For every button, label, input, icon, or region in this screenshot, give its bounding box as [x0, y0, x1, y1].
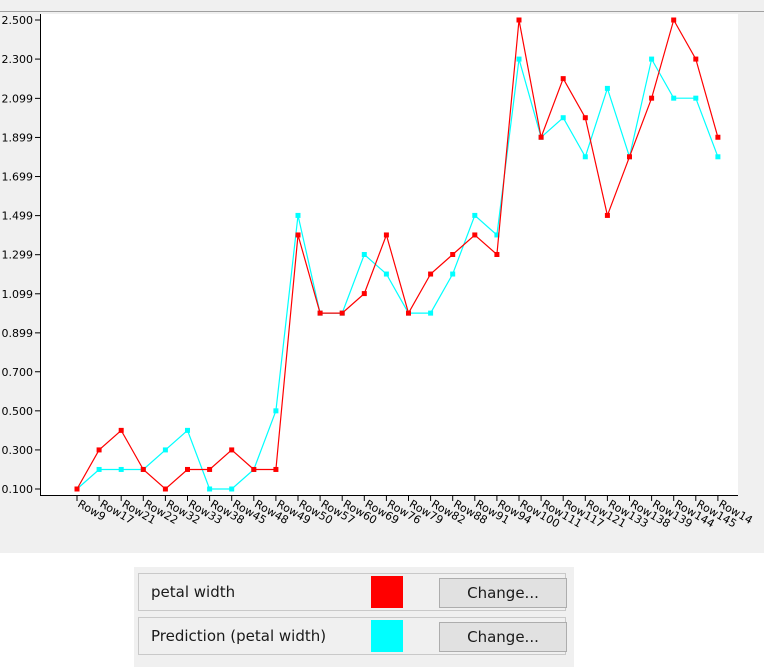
data-point-petal-width — [538, 134, 544, 140]
y-tick-label: 0.700 — [2, 366, 34, 379]
data-point-petal-width — [560, 76, 566, 82]
chart-panel: 0.100 0.300 0.500 0.700 0.899 1.099 1.299 1.499… — [0, 0, 764, 553]
x-axis-ticks: Row9Row17Row21Row22Row32Row33Row38Row45R… — [76, 496, 755, 531]
data-point-petal-width — [472, 232, 478, 238]
data-point-prediction — [273, 408, 279, 414]
legend-color-swatch[interactable] — [371, 620, 403, 652]
data-point-prediction — [472, 212, 478, 218]
data-point-petal-width — [317, 310, 323, 316]
data-point-prediction — [560, 115, 566, 121]
line-chart: 0.100 0.300 0.500 0.700 0.899 1.099 1.299 1.499… — [0, 11, 764, 531]
y-tick-label: 0.899 — [2, 327, 34, 340]
data-point-petal-width — [516, 17, 522, 23]
data-point-petal-width — [295, 232, 301, 238]
legend-item-petal-width: petal width Change... — [138, 573, 567, 611]
data-point-petal-width — [428, 271, 434, 277]
y-tick-label: 2.300 — [2, 53, 34, 66]
data-point-prediction — [582, 154, 588, 160]
data-point-petal-width — [450, 252, 456, 257]
y-tick-label: 1.899 — [2, 131, 34, 144]
data-point-petal-width — [162, 486, 168, 492]
legend-label: Prediction (petal width) — [151, 627, 327, 645]
data-point-petal-width — [693, 56, 699, 62]
y-tick-label: 1.299 — [2, 249, 34, 262]
data-point-prediction — [383, 271, 389, 277]
data-point-petal-width — [383, 232, 389, 238]
y-tick-label: 1.499 — [2, 210, 34, 223]
data-point-prediction — [118, 466, 124, 472]
change-color-button[interactable]: Change... — [439, 578, 567, 608]
data-point-petal-width — [339, 310, 345, 316]
legend-panel: petal width Change... Prediction (petal … — [134, 567, 574, 667]
legend-label: petal width — [151, 583, 236, 601]
change-color-button[interactable]: Change... — [439, 622, 567, 652]
y-axis-ticks: 0.100 0.300 0.500 0.700 0.899 1.099 1.299 1.499… — [2, 14, 40, 496]
data-point-petal-width — [361, 291, 367, 297]
data-point-petal-width — [207, 466, 213, 472]
plot-area — [40, 14, 738, 496]
data-point-petal-width — [671, 17, 677, 23]
data-point-petal-width — [96, 447, 102, 453]
series-layer — [74, 17, 721, 492]
data-point-petal-width — [74, 486, 80, 492]
data-point-prediction — [516, 56, 522, 62]
data-point-prediction — [450, 271, 456, 277]
data-point-petal-width — [251, 466, 257, 472]
data-point-prediction — [604, 85, 610, 91]
data-point-petal-width — [273, 466, 279, 472]
data-point-petal-width — [604, 212, 610, 218]
data-point-prediction — [494, 232, 500, 238]
y-tick-label: 2.500 — [2, 14, 34, 27]
data-point-petal-width — [494, 252, 500, 257]
data-point-prediction — [671, 95, 677, 101]
data-point-prediction — [185, 427, 190, 433]
y-tick-label: 2.099 — [2, 92, 34, 105]
data-point-petal-width — [649, 95, 655, 101]
y-tick-label: 0.300 — [2, 444, 34, 457]
series-line-prediction — [76, 57, 719, 490]
y-tick-label: 1.699 — [2, 171, 34, 184]
data-point-prediction — [207, 486, 213, 492]
legend-color-swatch[interactable] — [371, 576, 403, 608]
y-tick-label: 1.099 — [2, 288, 34, 301]
data-point-petal-width — [715, 134, 721, 140]
data-point-prediction — [715, 154, 721, 160]
data-point-prediction — [162, 447, 168, 453]
legend-item-prediction: Prediction (petal width) Change... — [138, 617, 567, 655]
y-tick-label: 0.500 — [2, 405, 34, 418]
data-point-petal-width — [118, 427, 124, 433]
data-point-petal-width — [229, 447, 235, 453]
data-point-prediction — [96, 466, 102, 472]
data-point-prediction — [229, 486, 235, 492]
data-point-prediction — [295, 212, 301, 218]
data-point-petal-width — [185, 466, 190, 472]
data-point-petal-width — [582, 115, 588, 121]
series-line-petal-width — [76, 18, 719, 490]
y-tick-label: 0.100 — [2, 483, 34, 496]
data-point-petal-width — [140, 466, 146, 472]
data-point-prediction — [361, 252, 367, 257]
data-point-prediction — [649, 56, 655, 62]
data-point-prediction — [693, 95, 699, 101]
data-point-prediction — [428, 310, 434, 316]
data-point-petal-width — [406, 310, 411, 316]
data-point-petal-width — [627, 154, 632, 160]
